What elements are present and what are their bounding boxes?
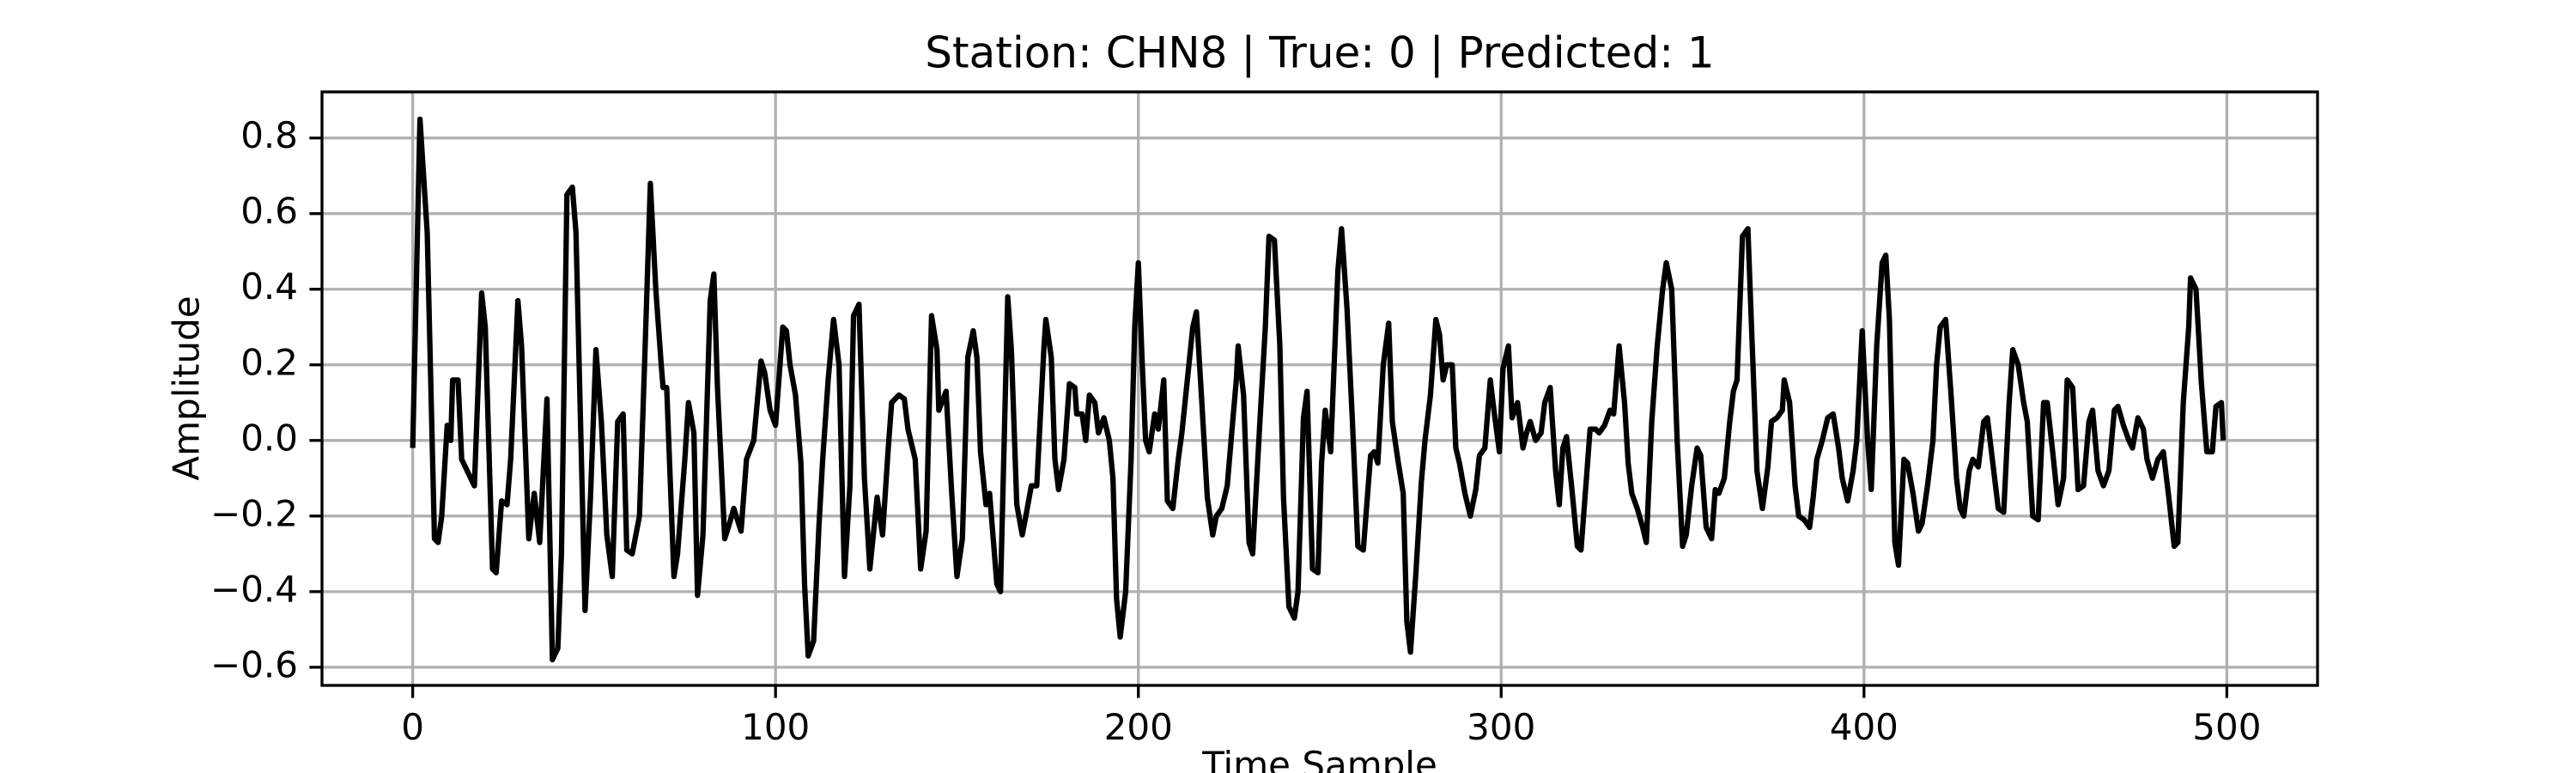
x-tick-label: 400	[1830, 706, 1899, 748]
y-tick-label: 0.2	[240, 341, 298, 383]
y-tick-label: −0.2	[210, 492, 298, 534]
y-tick-label: 0.8	[240, 114, 298, 156]
y-tick-label: 0.0	[240, 417, 298, 459]
x-tick-label: 0	[401, 706, 424, 748]
chart-title: Station: CHN8 | True: 0 | Predicted: 1	[925, 28, 1715, 78]
x-tick-label: 200	[1104, 706, 1173, 748]
y-tick-label: 0.4	[240, 265, 298, 307]
data-line	[410, 116, 2227, 663]
x-tick-label: 100	[741, 706, 810, 748]
y-tick-label: −0.4	[210, 568, 298, 610]
x-axis-label: Time Sample	[1201, 744, 1437, 773]
x-tick-label: 300	[1467, 706, 1535, 748]
x-tick-label: 500	[2192, 706, 2261, 748]
y-axis-label: Amplitude	[166, 295, 208, 480]
y-tick-label: 0.6	[240, 190, 298, 232]
y-tick-label: −0.6	[210, 643, 298, 685]
plot-frame	[320, 90, 2319, 687]
